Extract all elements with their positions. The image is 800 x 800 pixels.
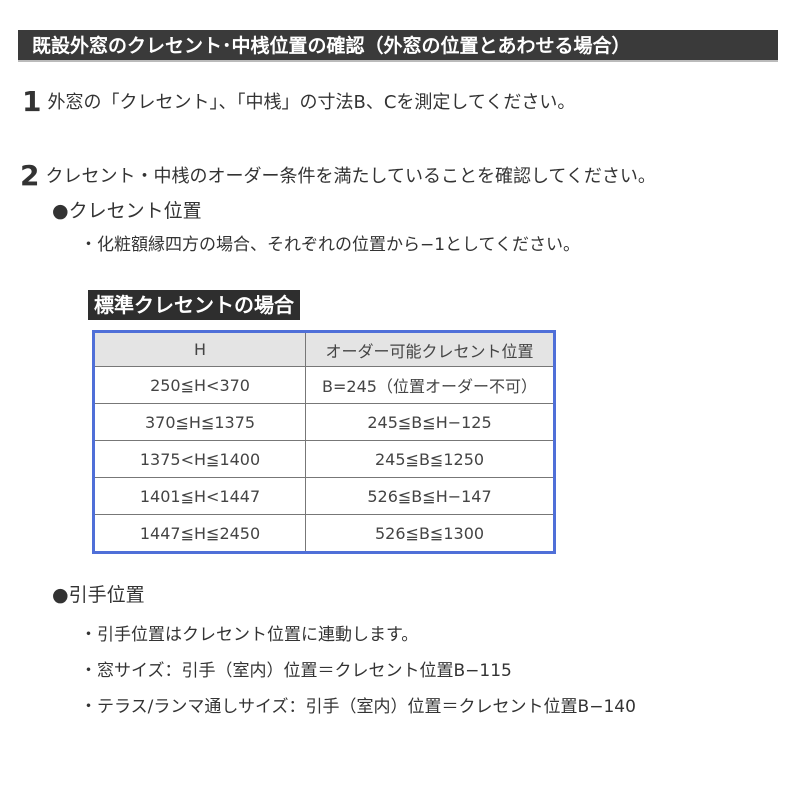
step-number: 2	[20, 159, 40, 192]
cell: 250≦H<370	[92, 366, 307, 404]
table-label: 標準クレセントの場合	[88, 290, 300, 320]
table-row: 250≦H<370 B=245（位置オーダー不可）	[92, 366, 555, 404]
step-text: クレセント・中桟のオーダー条件を満たしていることを確認してください。	[45, 166, 656, 187]
table-row: 1447≦H≦2450 526≦B≦1300	[92, 514, 555, 553]
step-1: 1 外窓の「クレセント」、「中桟」の寸法B、Cを測定してください。	[22, 88, 576, 116]
cell: 370≦H≦1375	[92, 403, 307, 441]
crescent-heading: ●クレセント位置	[52, 200, 202, 222]
table-row: 1375<H≦1400 245≦B≦1250	[92, 440, 555, 478]
cell: 526≦B≦1300	[305, 514, 555, 553]
handle-heading: ●引手位置	[52, 584, 145, 606]
crescent-table: H オーダー可能クレセント位置 250≦H<370 B=245（位置オーダー不可）…	[92, 330, 556, 554]
handle-note: ・窓サイズ：引手（室内）位置＝クレセント位置B−115	[80, 661, 512, 681]
table-row: 1401≦H<1447 526≦B≦H−147	[92, 477, 555, 515]
step-2: 2 クレセント・中桟のオーダー条件を満たしていることを確認してください。	[20, 162, 656, 190]
cell: 245≦B≦1250	[305, 440, 555, 478]
section-title: 既設外窓のクレセント･中桟位置の確認（外窓の位置とあわせる場合）	[18, 30, 778, 62]
table-header-row: H オーダー可能クレセント位置	[92, 331, 555, 367]
header-cell: H	[92, 331, 307, 367]
handle-note: ・テラス/ランマ通しサイズ：引手（室内）位置＝クレセント位置B−140	[80, 697, 636, 717]
step-number: 1	[22, 85, 42, 118]
cell: 526≦B≦H−147	[305, 477, 555, 515]
cell: 245≦B≦H−125	[305, 403, 555, 441]
cell: 1375<H≦1400	[92, 440, 307, 478]
cell: B=245（位置オーダー不可）	[305, 366, 555, 404]
step-text: 外窓の「クレセント」、「中桟」の寸法B、Cを測定してください。	[47, 92, 576, 113]
header-cell: オーダー可能クレセント位置	[305, 331, 555, 367]
handle-note: ・引手位置はクレセント位置に連動します。	[80, 625, 419, 645]
table-row: 370≦H≦1375 245≦B≦H−125	[92, 403, 555, 441]
cell: 1447≦H≦2450	[92, 514, 307, 553]
crescent-note: ・化粧額縁四方の場合、それぞれの位置から−1としてください。	[80, 235, 581, 255]
cell: 1401≦H<1447	[92, 477, 307, 515]
